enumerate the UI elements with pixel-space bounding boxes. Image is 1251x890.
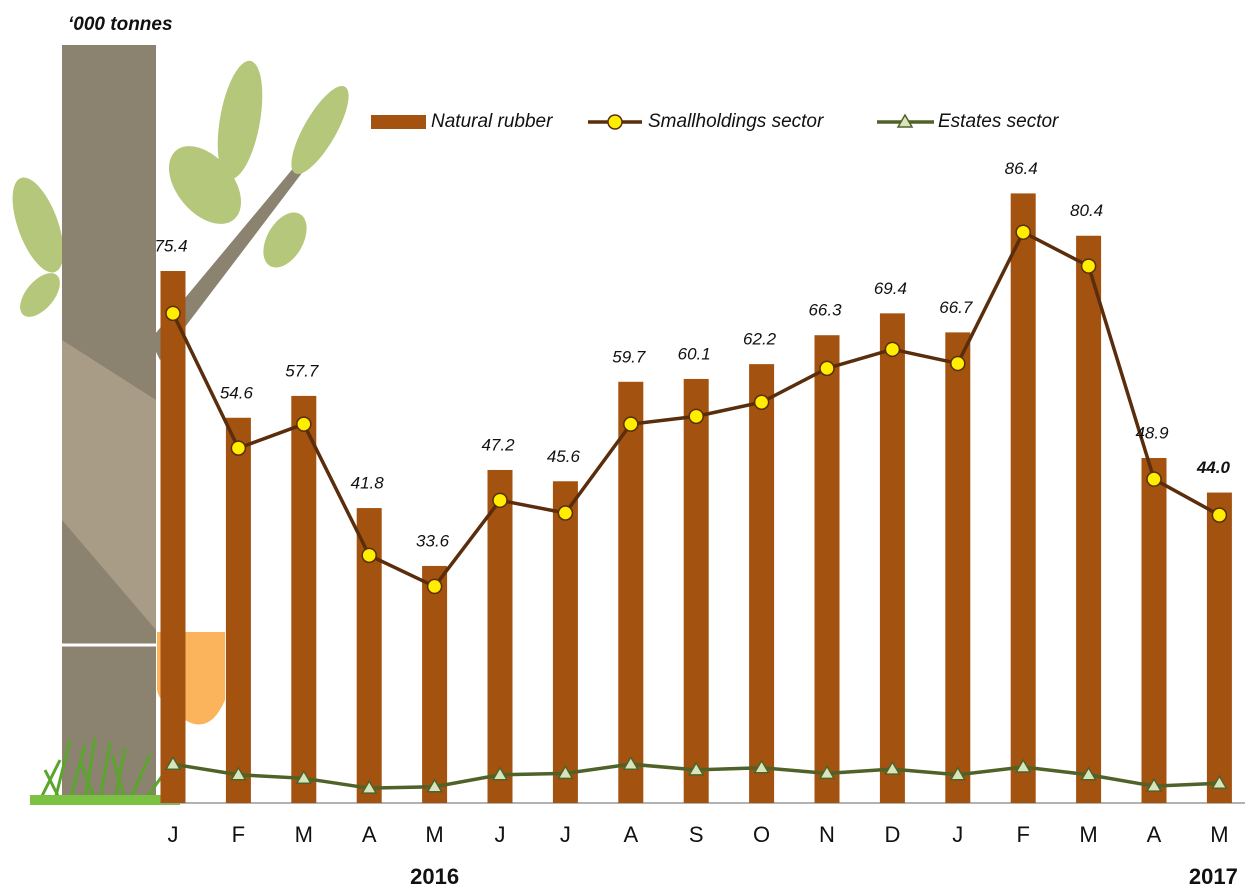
marker <box>558 506 572 520</box>
marker <box>1082 259 1096 273</box>
data-label: 33.6 <box>416 531 450 550</box>
unit-label: ‘000 tonnes <box>68 14 173 35</box>
x-tick-label: D <box>884 822 900 847</box>
bar <box>749 364 774 803</box>
bar <box>1207 493 1232 803</box>
bar <box>880 313 905 803</box>
data-label: 41.8 <box>351 474 385 493</box>
legend-swatch <box>608 115 622 129</box>
data-label: 69.4 <box>874 279 907 298</box>
year-label: 2016 <box>410 864 459 889</box>
x-tick-label: M <box>295 822 313 847</box>
x-tick-label: J <box>495 822 506 847</box>
marker <box>428 579 442 593</box>
marker <box>231 441 245 455</box>
x-tick-label: F <box>232 822 245 847</box>
marker <box>1147 472 1161 486</box>
bar <box>291 396 316 803</box>
bar <box>1142 458 1167 803</box>
x-tick-label: A <box>623 822 638 847</box>
data-label: 47.2 <box>481 435 515 454</box>
data-label: 66.3 <box>808 301 842 320</box>
data-label: 80.4 <box>1070 201 1103 220</box>
x-tick-label: M <box>1079 822 1097 847</box>
year-label: 2017 <box>1189 864 1238 889</box>
marker <box>297 417 311 431</box>
data-label: 54.6 <box>220 383 254 402</box>
marker <box>689 409 703 423</box>
bar <box>684 379 709 803</box>
legend-label: Estates sector <box>938 111 1059 132</box>
x-tick-label: A <box>362 822 377 847</box>
marker <box>1016 225 1030 239</box>
marker <box>166 306 180 320</box>
data-label: 57.7 <box>285 361 319 380</box>
data-label: 75.4 <box>154 236 187 255</box>
bar <box>422 566 447 803</box>
bar <box>815 335 840 803</box>
data-label: 48.9 <box>1135 423 1169 442</box>
bar <box>553 481 578 803</box>
marker <box>755 395 769 409</box>
marker <box>493 493 507 507</box>
x-tick-label: A <box>1147 822 1162 847</box>
marker <box>1212 508 1226 522</box>
legend-swatch <box>371 115 426 129</box>
x-tick-label: M <box>425 822 443 847</box>
bar <box>945 332 970 803</box>
data-label: 60.1 <box>678 344 711 363</box>
bar <box>488 470 513 803</box>
chart: ‘000 tonnes J F M A M J J A S O N D J F M A M 2016 2017 75.… <box>0 0 1251 890</box>
marker <box>885 342 899 356</box>
data-label: 62.2 <box>743 330 777 349</box>
bar <box>161 271 186 803</box>
marker <box>624 417 638 431</box>
data-label: 66.7 <box>939 298 973 317</box>
x-tick-label: J <box>560 822 571 847</box>
bar <box>226 418 251 803</box>
marker <box>820 361 834 375</box>
legend-label: Smallholdings sector <box>648 111 824 132</box>
bar <box>1076 236 1101 803</box>
x-tick-label: M <box>1210 822 1228 847</box>
data-label: 44.0 <box>1196 458 1231 477</box>
data-label: 86.4 <box>1005 159 1038 178</box>
marker <box>362 548 376 562</box>
x-tick-label: F <box>1016 822 1029 847</box>
marker <box>951 356 965 370</box>
bar <box>1011 193 1036 803</box>
legend-label: Natural rubber <box>431 111 553 132</box>
x-tick-label: O <box>753 822 770 847</box>
x-tick-label: J <box>952 822 963 847</box>
x-tick-label: S <box>689 822 704 847</box>
data-label: 59.7 <box>612 347 646 366</box>
x-tick-label: J <box>168 822 179 847</box>
x-tick-label: N <box>819 822 835 847</box>
bar <box>618 382 643 803</box>
data-label: 45.6 <box>547 447 581 466</box>
